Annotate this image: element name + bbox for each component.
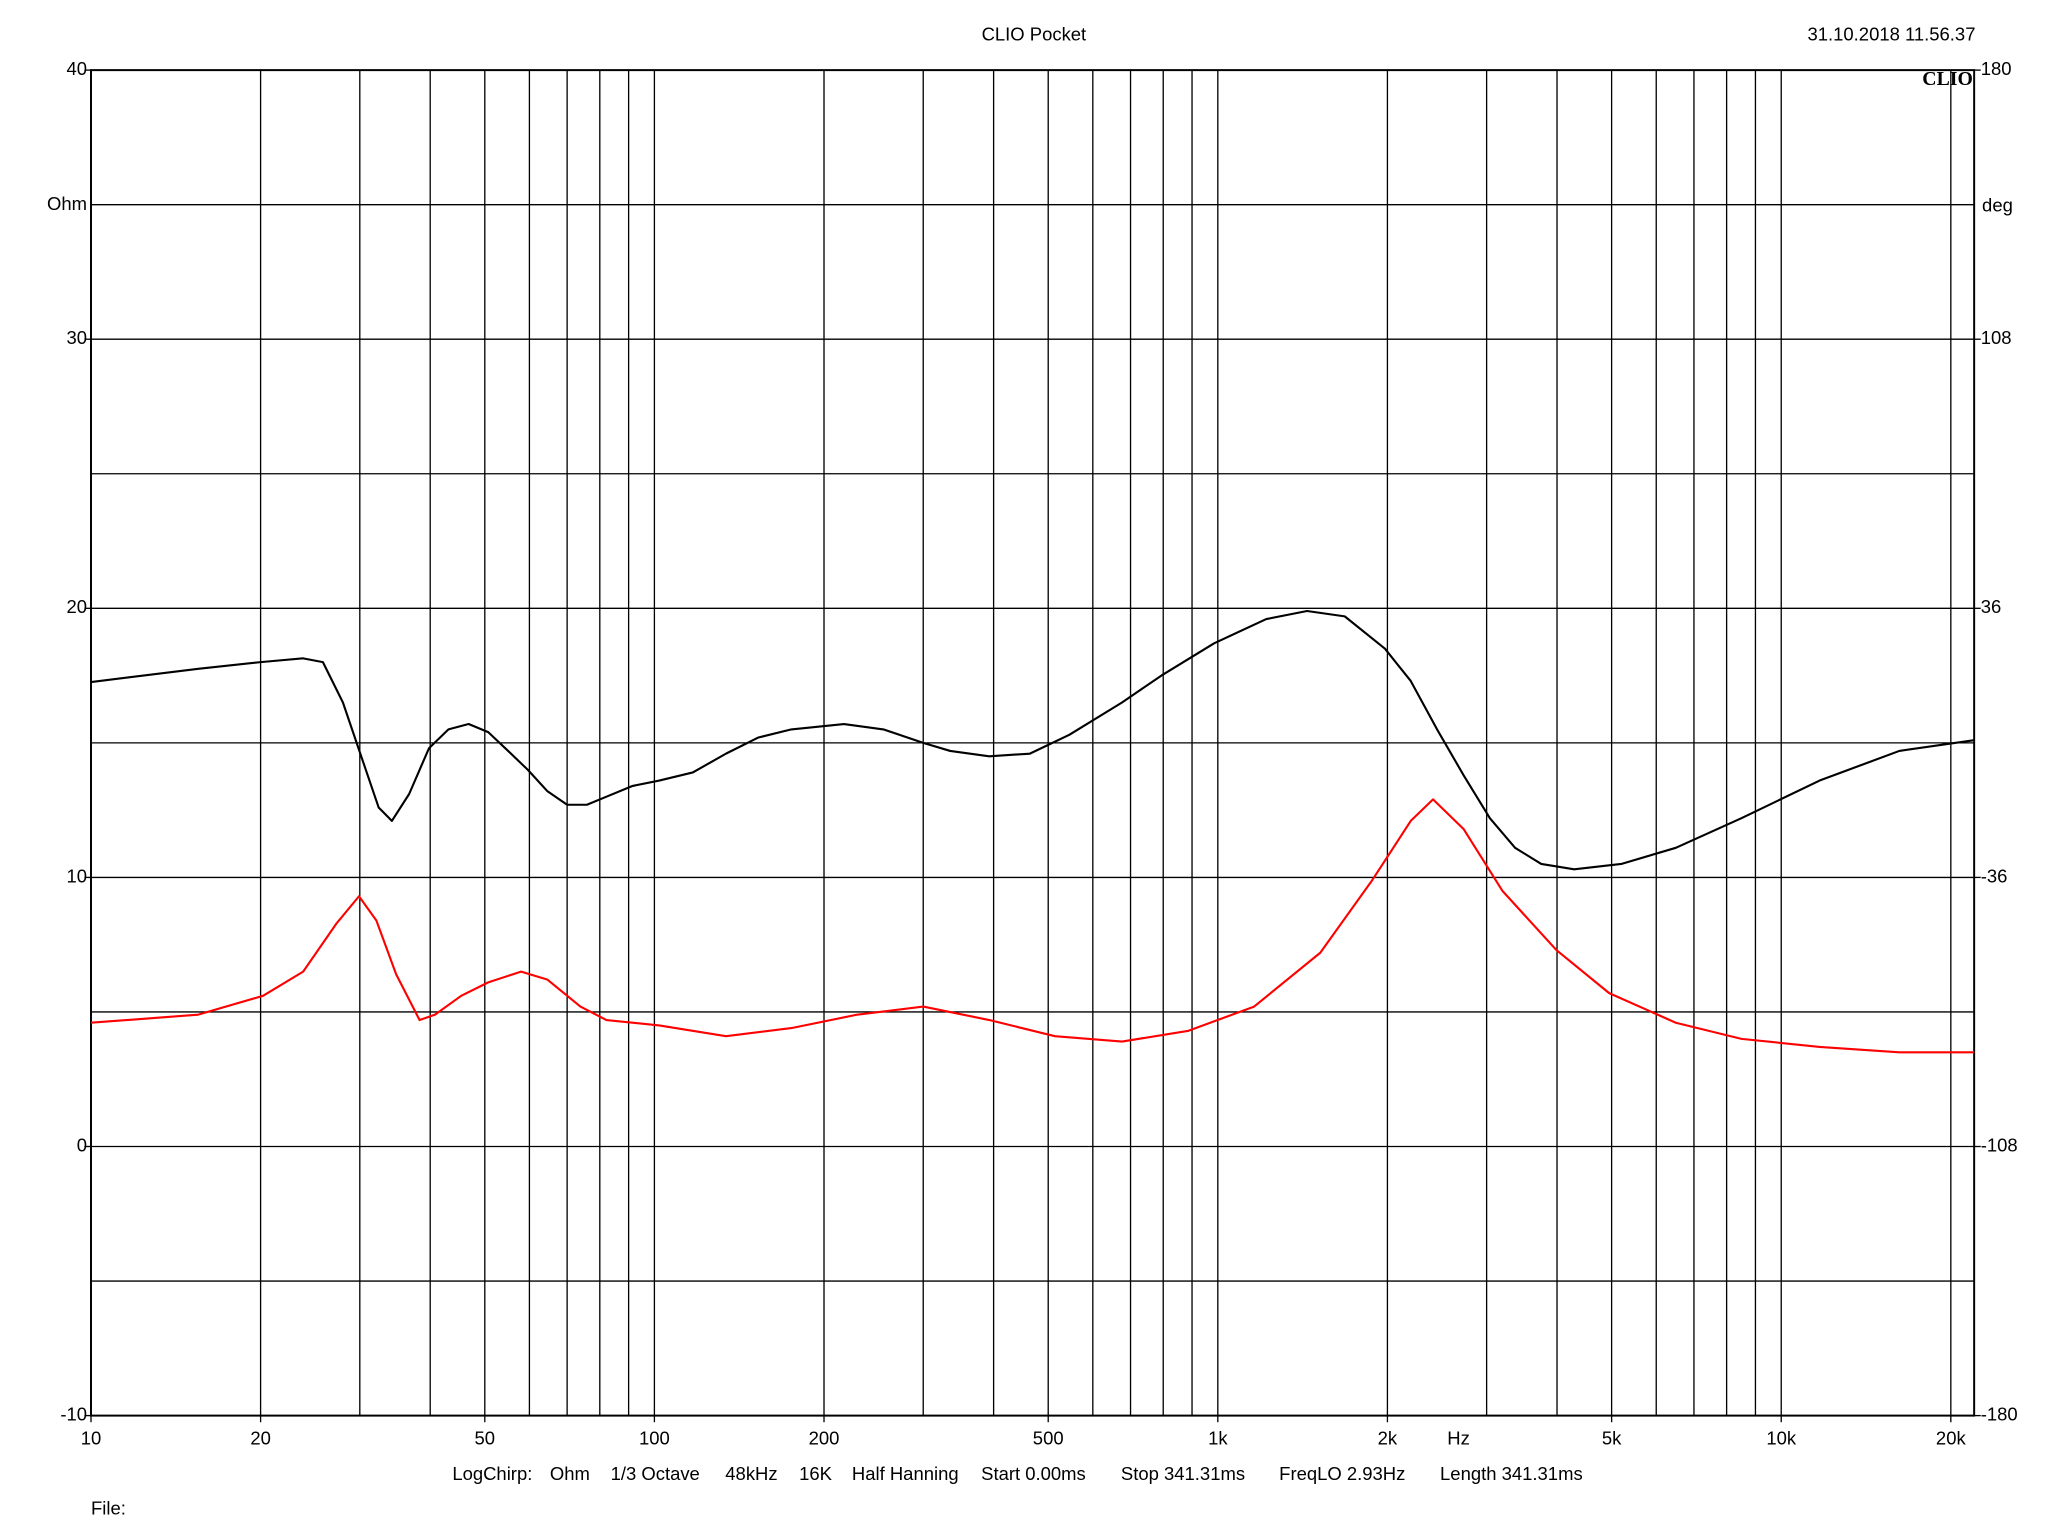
plot-frame — [90, 69, 1976, 1417]
footer-item: 48kHz — [725, 1463, 777, 1484]
y-tick-label: 30 — [67, 327, 88, 348]
x-axis-label: Hz — [1447, 1427, 1470, 1448]
y-tick-label: 40 — [67, 58, 88, 79]
footer-item: 1/3 Octave — [611, 1463, 700, 1484]
y-tick-label: 0 — [77, 1134, 87, 1155]
timestamp: 31.10.2018 11.56.37 — [1808, 24, 1976, 45]
y-tick-label: 10 — [67, 865, 88, 886]
footer-item: Length 341.31ms — [1440, 1463, 1583, 1484]
chart-title: CLIO Pocket — [982, 24, 1087, 45]
y-tick-label: 20 — [67, 596, 88, 617]
x-tick-label: 10k — [1766, 1427, 1797, 1448]
y2-tick-label: 36 — [1981, 596, 2002, 617]
logo: CLIO — [1922, 68, 1973, 90]
y2-tick-label: -108 — [1981, 1134, 2018, 1155]
footer-item: 16K — [799, 1463, 833, 1484]
footer-item: Stop 341.31ms — [1121, 1463, 1245, 1484]
y2-tick-label: -36 — [1981, 865, 2008, 886]
x-tick-label: 2k — [1378, 1427, 1398, 1448]
x-tick-label: 50 — [475, 1427, 496, 1448]
y2-tick-label: 108 — [1981, 327, 2012, 348]
y2-axis-label: deg — [1982, 194, 2013, 215]
y2-tick-label: -180 — [1981, 1403, 2018, 1424]
footer-item: FreqLO 2.93Hz — [1279, 1463, 1405, 1484]
y-tick-label: -10 — [60, 1403, 87, 1424]
x-tick-label: 5k — [1602, 1427, 1622, 1448]
file-label: File: — [91, 1497, 126, 1518]
footer-item: Half Hanning — [852, 1463, 959, 1484]
y2-tick-label: 180 — [1981, 58, 2012, 79]
x-tick-label: 20k — [1936, 1427, 1967, 1448]
x-tick-label: 200 — [809, 1427, 840, 1448]
data-line — [90, 609, 1975, 871]
footer-item: Start 0.00ms — [981, 1463, 1086, 1484]
x-tick-label: 500 — [1033, 1427, 1064, 1448]
footer-item: Ohm — [550, 1463, 590, 1484]
x-tick-label: 10 — [81, 1427, 102, 1448]
x-tick-label: 100 — [639, 1427, 670, 1448]
y-axis-label: Ohm — [47, 193, 87, 214]
x-tick-label: 20 — [250, 1427, 271, 1448]
footer-item: LogChirp: — [452, 1463, 532, 1484]
x-tick-label: 1k — [1208, 1427, 1228, 1448]
data-line — [90, 798, 1975, 1054]
